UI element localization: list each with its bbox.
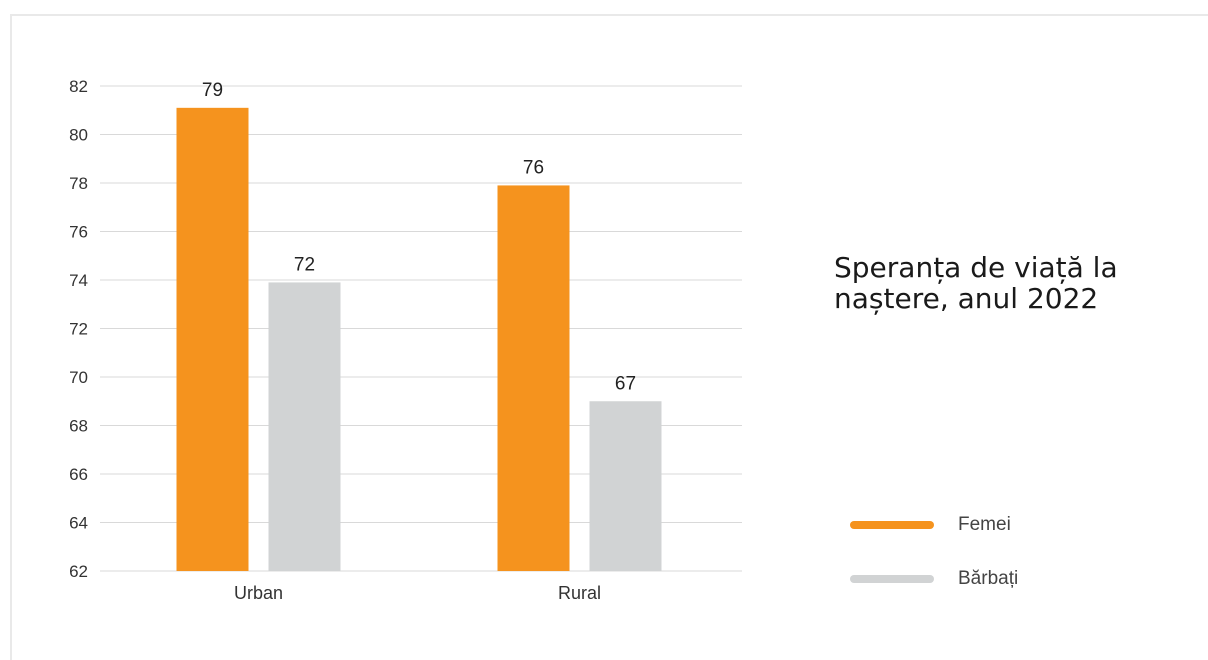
bar-femei-urban [176, 107, 249, 571]
bars [176, 107, 662, 572]
x-axis-categories: Urban Rural [234, 583, 601, 603]
y-tick-label: 74 [69, 271, 88, 290]
y-axis-ticks: 62 64 66 68 70 72 74 76 78 80 82 [69, 77, 88, 581]
data-label-barbati-urban: 72 [294, 254, 315, 275]
y-tick-label: 70 [69, 368, 88, 387]
y-tick-label: 80 [69, 126, 88, 145]
y-tick-label: 66 [69, 465, 88, 484]
data-labels: 79 72 76 67 [202, 80, 636, 394]
legend-item-barbati: Bărbați [850, 564, 1018, 594]
bar-femei-rural [497, 185, 570, 572]
data-label-femei-rural: 76 [523, 157, 544, 178]
legend-swatch-femei [850, 521, 934, 529]
y-tick-label: 62 [69, 562, 88, 581]
x-category-label: Rural [558, 583, 601, 603]
data-label-femei-urban: 79 [202, 80, 223, 101]
y-tick-label: 76 [69, 223, 88, 242]
x-category-label: Urban [234, 583, 283, 603]
legend-label-barbati: Bărbați [958, 568, 1019, 589]
bar-barbati-urban [268, 282, 341, 571]
y-tick-label: 72 [69, 320, 88, 339]
y-tick-label: 82 [69, 77, 88, 96]
y-tick-label: 68 [69, 417, 88, 436]
bar-chart: 62 64 66 68 70 72 74 76 78 80 82 79 72 76 67 Urban Rur… [69, 77, 742, 603]
data-label-barbati-rural: 67 [615, 373, 636, 394]
legend-label-femei: Femei [958, 514, 1011, 535]
chart-title: Speranța de viață la naștere, anul 2022 [834, 251, 1118, 315]
bar-barbati-rural [589, 401, 662, 571]
legend-swatch-barbati [850, 575, 934, 583]
legend-item-femei: Femei [850, 510, 1011, 540]
y-tick-label: 64 [69, 514, 88, 533]
y-tick-label: 78 [69, 174, 88, 193]
